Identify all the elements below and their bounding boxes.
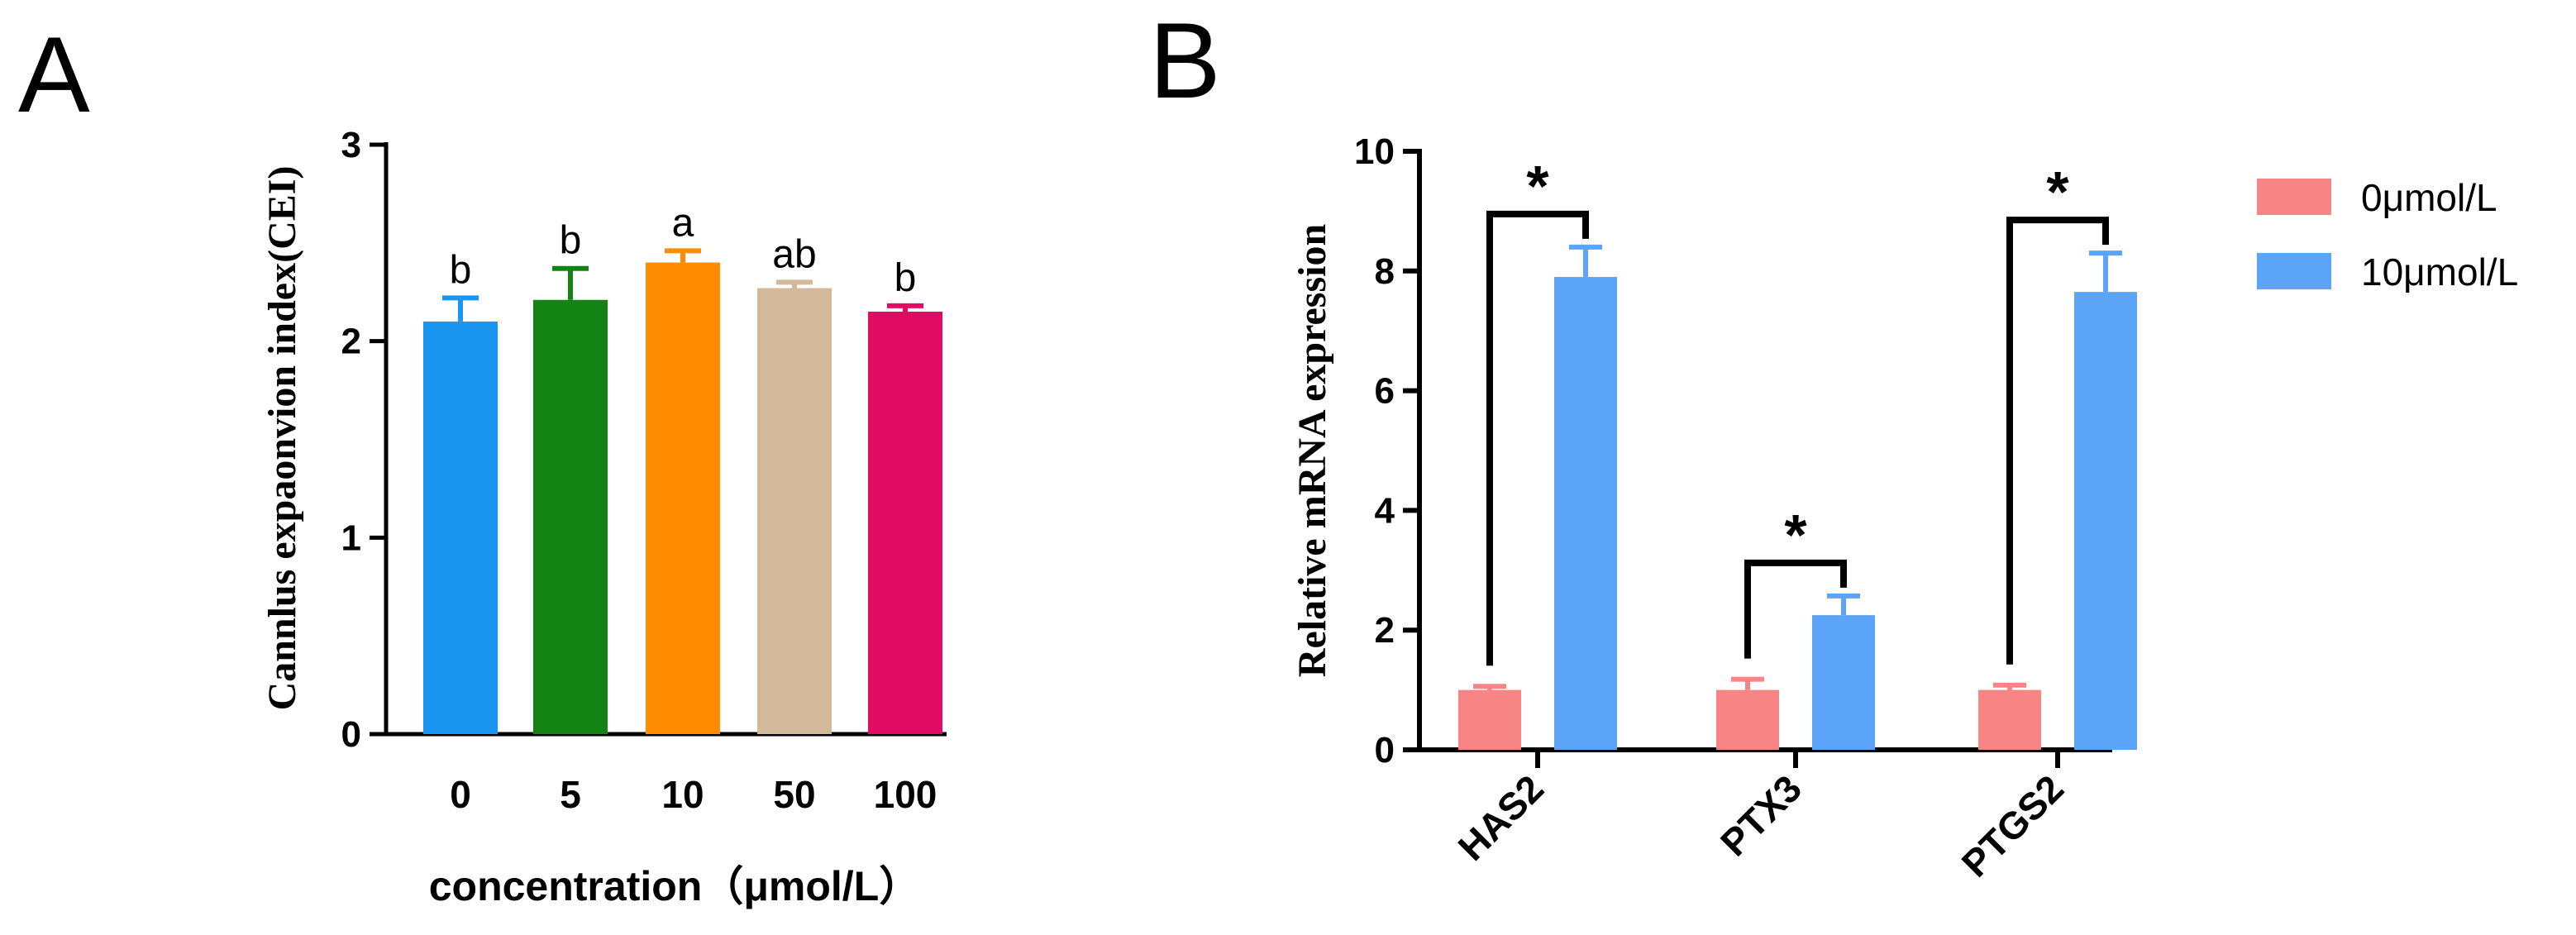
chart-b-legend-swatch [2257, 253, 2331, 289]
chart-b-bar [1978, 689, 2041, 750]
chart-b-legend-swatch [2257, 179, 2331, 215]
chart-b-bar [1812, 615, 1875, 750]
chart-b-legend-label: 10μmol/L [2361, 250, 2518, 293]
chart-b-x-tick-label: PTX3 [1712, 766, 1810, 864]
panel-a-label: A [18, 14, 90, 135]
chart-b-bar [1554, 277, 1617, 750]
chart-a-x-tick-label: 100 [874, 773, 937, 816]
chart-a-x-axis-label: concentration（μmol/L） [429, 863, 921, 909]
panel-b-label: B [1149, 0, 1221, 121]
chart-a-y-tick-label: 2 [341, 322, 361, 362]
chart-b-significance-star: * [1526, 154, 1549, 218]
chart-a-y-tick-label: 3 [341, 125, 361, 165]
chart-b-y-tick-label: 10 [1354, 131, 1395, 172]
chart-a-significance-letter: b [450, 248, 472, 292]
chart-a-significance-letter: a [672, 201, 694, 245]
chart-a-significance-letter: b [560, 219, 582, 263]
chart-a-bar [757, 288, 832, 734]
chart-b-significance-bracket [1744, 559, 1847, 659]
chart-a-y-tick-label: 1 [341, 518, 361, 558]
chart-a-x-tick-label: 5 [560, 773, 581, 816]
chart-a: Cannlus expaonvion index(CEI) concentrat… [260, 125, 947, 909]
chart-b-y-tick-label: 6 [1375, 371, 1395, 412]
chart-a-bar [868, 312, 942, 734]
chart-a-x-tick-label: 10 [661, 773, 704, 816]
chart-b-y-axis-label: Relative mRNA expression [1290, 224, 1334, 677]
chart-b-y-tick-label: 4 [1375, 490, 1395, 531]
chart-b-x-tick-label: HAS2 [1450, 766, 1553, 869]
chart-b-significance-bracket [2006, 217, 2109, 665]
chart-a-bar [423, 321, 498, 734]
chart-b-bar [1458, 689, 1521, 750]
chart-b-significance-bracket [1486, 210, 1589, 666]
chart-b: Relative mRNA expression 0 2 4 6 8 10 * HAS2 * PT… [1290, 131, 2518, 885]
chart-a-x-tick-label: 0 [450, 773, 471, 816]
chart-a-significance-letter: b [894, 256, 917, 300]
chart-b-legend-label: 0μmol/L [2361, 176, 2497, 219]
chart-a-y-axis-label: Cannlus expaonvion index(CEI) [260, 166, 304, 711]
chart-b-significance-star: * [2046, 160, 2069, 224]
chart-a-bar [533, 299, 608, 734]
chart-b-y-tick-label: 8 [1375, 251, 1395, 292]
chart-a-x-tick-label: 50 [773, 773, 815, 816]
chart-b-bar [1716, 689, 1779, 750]
chart-a-y-tick-label: 0 [341, 714, 361, 755]
chart-a-bar [646, 262, 720, 735]
chart-b-bar [2074, 292, 2137, 750]
chart-b-y-tick-label: 0 [1375, 730, 1395, 770]
chart-b-x-tick-label: PTGS2 [1953, 766, 2072, 885]
chart-b-y-tick-label: 2 [1375, 610, 1395, 651]
chart-a-significance-letter: ab [772, 232, 816, 276]
chart-b-significance-star: * [1784, 503, 1807, 567]
